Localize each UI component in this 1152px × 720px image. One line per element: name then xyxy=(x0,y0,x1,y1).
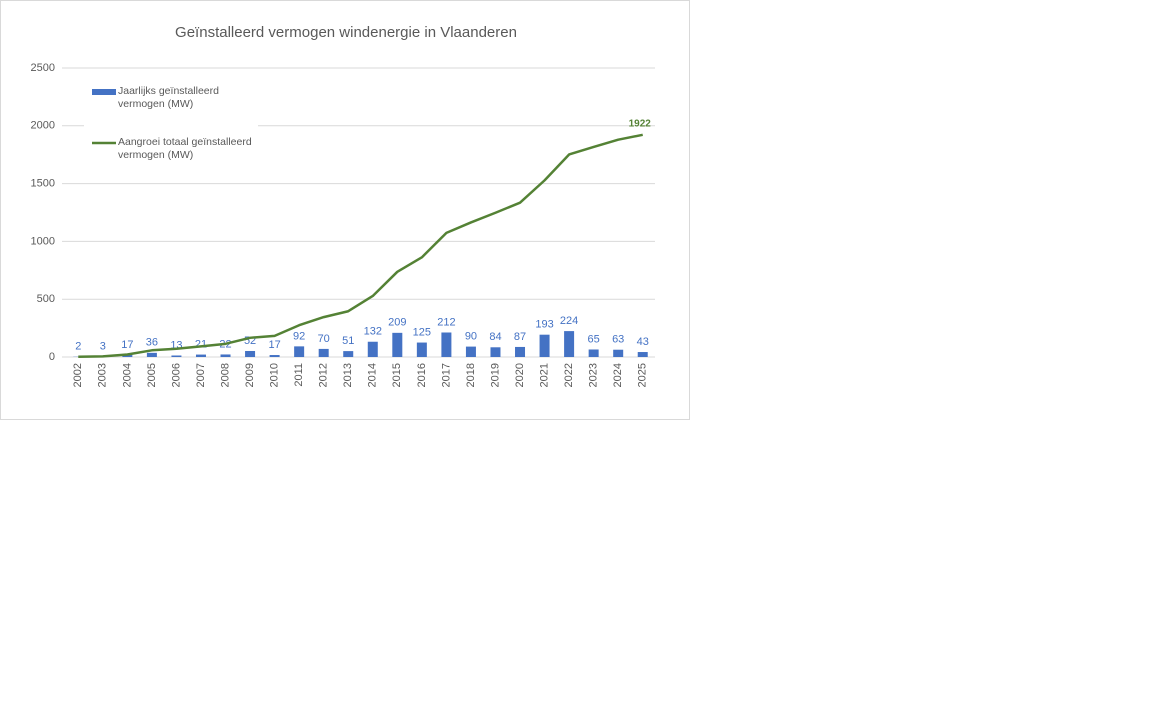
bar-value-label: 21 xyxy=(195,338,207,350)
x-tick-label: 2018 xyxy=(465,363,477,387)
bar-value-label: 70 xyxy=(318,333,330,345)
x-tick-label: 2007 xyxy=(195,363,207,387)
bar xyxy=(613,349,624,357)
bar-value-label: 84 xyxy=(489,331,501,343)
y-tick-label: 0 xyxy=(49,351,55,363)
bar xyxy=(171,355,182,357)
bar xyxy=(245,350,256,357)
x-tick-label: 2012 xyxy=(318,363,330,387)
y-tick-label: 500 xyxy=(37,293,55,305)
bar xyxy=(343,351,354,357)
bar-value-label: 209 xyxy=(388,317,406,329)
bar xyxy=(539,334,550,357)
bar xyxy=(146,352,157,357)
line xyxy=(78,133,643,359)
legend-entry: Jaarlijks geïnstalleerd vermogen (MW) xyxy=(118,85,219,110)
bar-value-label: 3 xyxy=(100,341,106,353)
bar xyxy=(465,346,476,357)
bar-value-label: 132 xyxy=(364,326,382,338)
y-tick-label: 2500 xyxy=(31,62,55,74)
bar xyxy=(195,354,206,357)
bar xyxy=(269,355,280,357)
bar-value-label: 212 xyxy=(437,316,455,328)
x-tick-label: 2005 xyxy=(146,363,158,387)
bar-value-label: 17 xyxy=(268,339,280,351)
x-tick-label: 2023 xyxy=(588,363,600,387)
bar-value-label: 65 xyxy=(588,333,600,345)
x-tick-label: 2006 xyxy=(170,363,182,387)
bar-value-label: 125 xyxy=(413,326,431,338)
x-tick-label: 2016 xyxy=(416,363,428,387)
bar-value-label: 193 xyxy=(535,319,553,331)
x-tick-label: 2020 xyxy=(514,363,526,387)
x-tick-label: 2010 xyxy=(269,363,281,387)
bar-value-label: 2 xyxy=(75,341,81,353)
bar xyxy=(318,348,329,357)
x-tick-label: 2022 xyxy=(563,363,575,387)
bar-value-label: 51 xyxy=(342,335,354,347)
x-tick-label: 2015 xyxy=(391,363,403,387)
x-tick-label: 2021 xyxy=(538,363,550,387)
bar xyxy=(588,349,599,357)
x-tick-label: 2003 xyxy=(97,363,109,387)
x-tick-label: 2014 xyxy=(367,363,379,387)
bar xyxy=(122,355,133,357)
x-tick-label: 2025 xyxy=(637,363,649,387)
bar xyxy=(220,354,231,357)
bar xyxy=(564,331,575,357)
x-tick-label: 2009 xyxy=(244,363,256,387)
x-tick-label: 2024 xyxy=(612,363,624,387)
bar-value-label: 43 xyxy=(637,336,649,348)
bar-value-label: 224 xyxy=(560,315,578,327)
bar xyxy=(515,346,526,357)
x-tick-label: 2013 xyxy=(342,363,354,387)
legend-label: Jaarlijks geïnstalleerd vermogen (MW) xyxy=(118,85,219,110)
chart-title: Geïnstalleerd vermogen windenergie in Vl… xyxy=(175,24,517,41)
y-tick-label: 2000 xyxy=(31,120,55,132)
x-tick-label: 2008 xyxy=(219,363,231,387)
bar-value-label: 90 xyxy=(465,331,477,343)
legend-entry: Aangroei totaal geïnstalleerd vermogen (… xyxy=(118,136,252,161)
bar xyxy=(490,347,501,357)
y-tick-label: 1000 xyxy=(31,235,55,247)
bar xyxy=(637,352,648,357)
bar-value-label: 17 xyxy=(121,339,133,351)
bar-value-label: 63 xyxy=(612,334,624,346)
x-tick-label: 2011 xyxy=(293,363,305,387)
bar-value-label: 36 xyxy=(146,337,158,349)
x-tick-label: 2019 xyxy=(489,363,501,387)
bar xyxy=(441,332,452,357)
x-tick-label: 2004 xyxy=(121,363,133,387)
bar xyxy=(294,346,305,357)
bar-value-label: 92 xyxy=(293,330,305,342)
x-tick-label: 2002 xyxy=(72,363,84,387)
bar xyxy=(392,332,403,357)
y-tick-label: 1500 xyxy=(31,178,55,190)
legend-swatch xyxy=(92,89,116,95)
chart-frame xyxy=(0,0,690,420)
x-tick-label: 2017 xyxy=(440,363,452,387)
bar xyxy=(367,341,378,357)
bar-value-label: 87 xyxy=(514,331,526,343)
bar xyxy=(416,342,427,357)
line-value-label: 1922 xyxy=(629,118,652,129)
legend-label: Aangroei totaal geïnstalleerd vermogen (… xyxy=(118,136,252,161)
